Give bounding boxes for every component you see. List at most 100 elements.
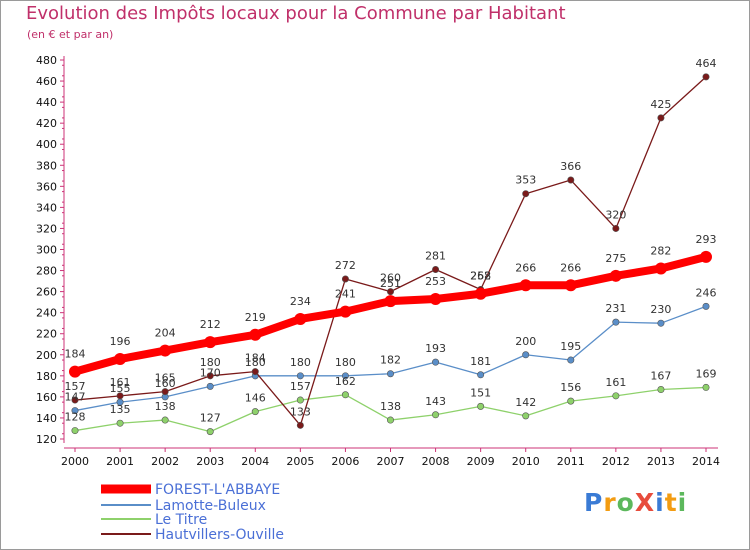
x-tick-label: 2011 (557, 455, 585, 468)
data-point (477, 402, 485, 410)
x-tick-label: 2009 (467, 455, 495, 468)
data-label: 127 (200, 412, 221, 425)
x-tick-label: 2007 (377, 455, 405, 468)
data-label: 169 (696, 367, 717, 380)
data-label: 161 (110, 376, 131, 389)
data-point (700, 250, 712, 263)
data-point (702, 302, 710, 310)
data-label: 162 (335, 375, 356, 388)
data-point (654, 262, 667, 275)
data-point (114, 352, 127, 365)
y-tick-label: 380 (36, 159, 57, 172)
y-tick-label: 280 (36, 265, 57, 278)
data-point (206, 372, 214, 380)
data-label: 282 (650, 244, 671, 257)
data-point (564, 279, 577, 292)
data-point (296, 396, 304, 404)
data-point (294, 312, 307, 325)
data-label: 266 (560, 261, 581, 274)
data-label: 128 (65, 411, 86, 424)
data-point (341, 372, 349, 380)
data-point (612, 224, 620, 232)
data-point (116, 392, 124, 400)
data-point (519, 279, 532, 292)
data-label: 165 (155, 372, 176, 385)
y-tick-label: 340 (36, 201, 57, 214)
logo-letter: o (616, 488, 635, 517)
x-tick-label: 2000 (61, 455, 89, 468)
y-tick-label: 260 (36, 286, 57, 299)
data-point (251, 368, 259, 376)
data-label: 184 (65, 348, 86, 361)
data-point (702, 383, 710, 391)
y-tick-label: 120 (36, 433, 57, 446)
x-tick-label: 2002 (151, 455, 179, 468)
legend-label: Hautvillers-Ouville (155, 527, 284, 543)
data-label: 142 (515, 396, 536, 409)
data-label: 195 (560, 340, 581, 353)
data-label: 180 (335, 356, 356, 369)
data-point (432, 358, 440, 366)
data-label: 230 (650, 303, 671, 316)
logo-letter: i (677, 488, 688, 517)
logo-letter: r (603, 488, 617, 517)
axes: 120 140 160 180 200 220 240 260 280 300 320 340 360 3… (36, 54, 720, 468)
x-tick-label: 2013 (647, 455, 675, 468)
data-point (522, 412, 530, 420)
data-label: 251 (380, 277, 401, 290)
proxiti-logo: ProXiti (584, 488, 687, 517)
data-label: 184 (245, 352, 266, 365)
logo-letter: i (655, 488, 665, 517)
data-point (386, 370, 394, 378)
data-point (432, 411, 440, 419)
data-label: 193 (425, 342, 446, 355)
data-point (71, 396, 79, 404)
data-point (702, 73, 710, 81)
data-label: 143 (425, 395, 446, 408)
data-label: 182 (380, 354, 401, 367)
data-label: 204 (155, 327, 176, 340)
x-tick-label: 2010 (512, 455, 540, 468)
data-label: 157 (290, 380, 311, 393)
data-label: 464 (696, 57, 717, 70)
y-tick-label: 420 (36, 117, 57, 130)
data-point (341, 275, 349, 283)
data-label: 181 (470, 355, 491, 368)
data-label: 156 (560, 381, 581, 394)
data-label: 219 (245, 311, 266, 324)
data-label: 241 (335, 288, 356, 301)
data-point (206, 428, 214, 436)
data-point (567, 356, 575, 364)
data-label: 180 (290, 356, 311, 369)
data-label: 180 (245, 356, 266, 369)
data-label: 138 (155, 400, 176, 413)
y-tick-label: 320 (36, 222, 57, 235)
data-point (249, 328, 262, 341)
data-label: 266 (515, 261, 536, 274)
data-point (432, 266, 440, 274)
data-point (159, 344, 172, 357)
data-label: 272 (335, 259, 356, 272)
logo-letter: X (634, 488, 656, 517)
data-point (474, 287, 487, 300)
data-point (161, 388, 169, 396)
data-point (657, 319, 665, 327)
data-point (251, 408, 259, 416)
logo-letter: P (584, 488, 604, 517)
data-label: 196 (110, 335, 131, 348)
data-label: 253 (425, 275, 446, 288)
y-tick-label: 240 (36, 307, 57, 320)
data-point (429, 292, 442, 305)
data-point (477, 371, 485, 379)
y-tick-label: 180 (36, 370, 57, 383)
data-point (567, 397, 575, 405)
data-label: 133 (290, 405, 311, 418)
data-point (69, 365, 81, 378)
data-label: 275 (605, 252, 626, 265)
data-label: 147 (65, 391, 86, 404)
data-point (116, 419, 124, 427)
data-point (612, 318, 620, 326)
data-point (657, 114, 665, 122)
data-point (384, 295, 397, 308)
